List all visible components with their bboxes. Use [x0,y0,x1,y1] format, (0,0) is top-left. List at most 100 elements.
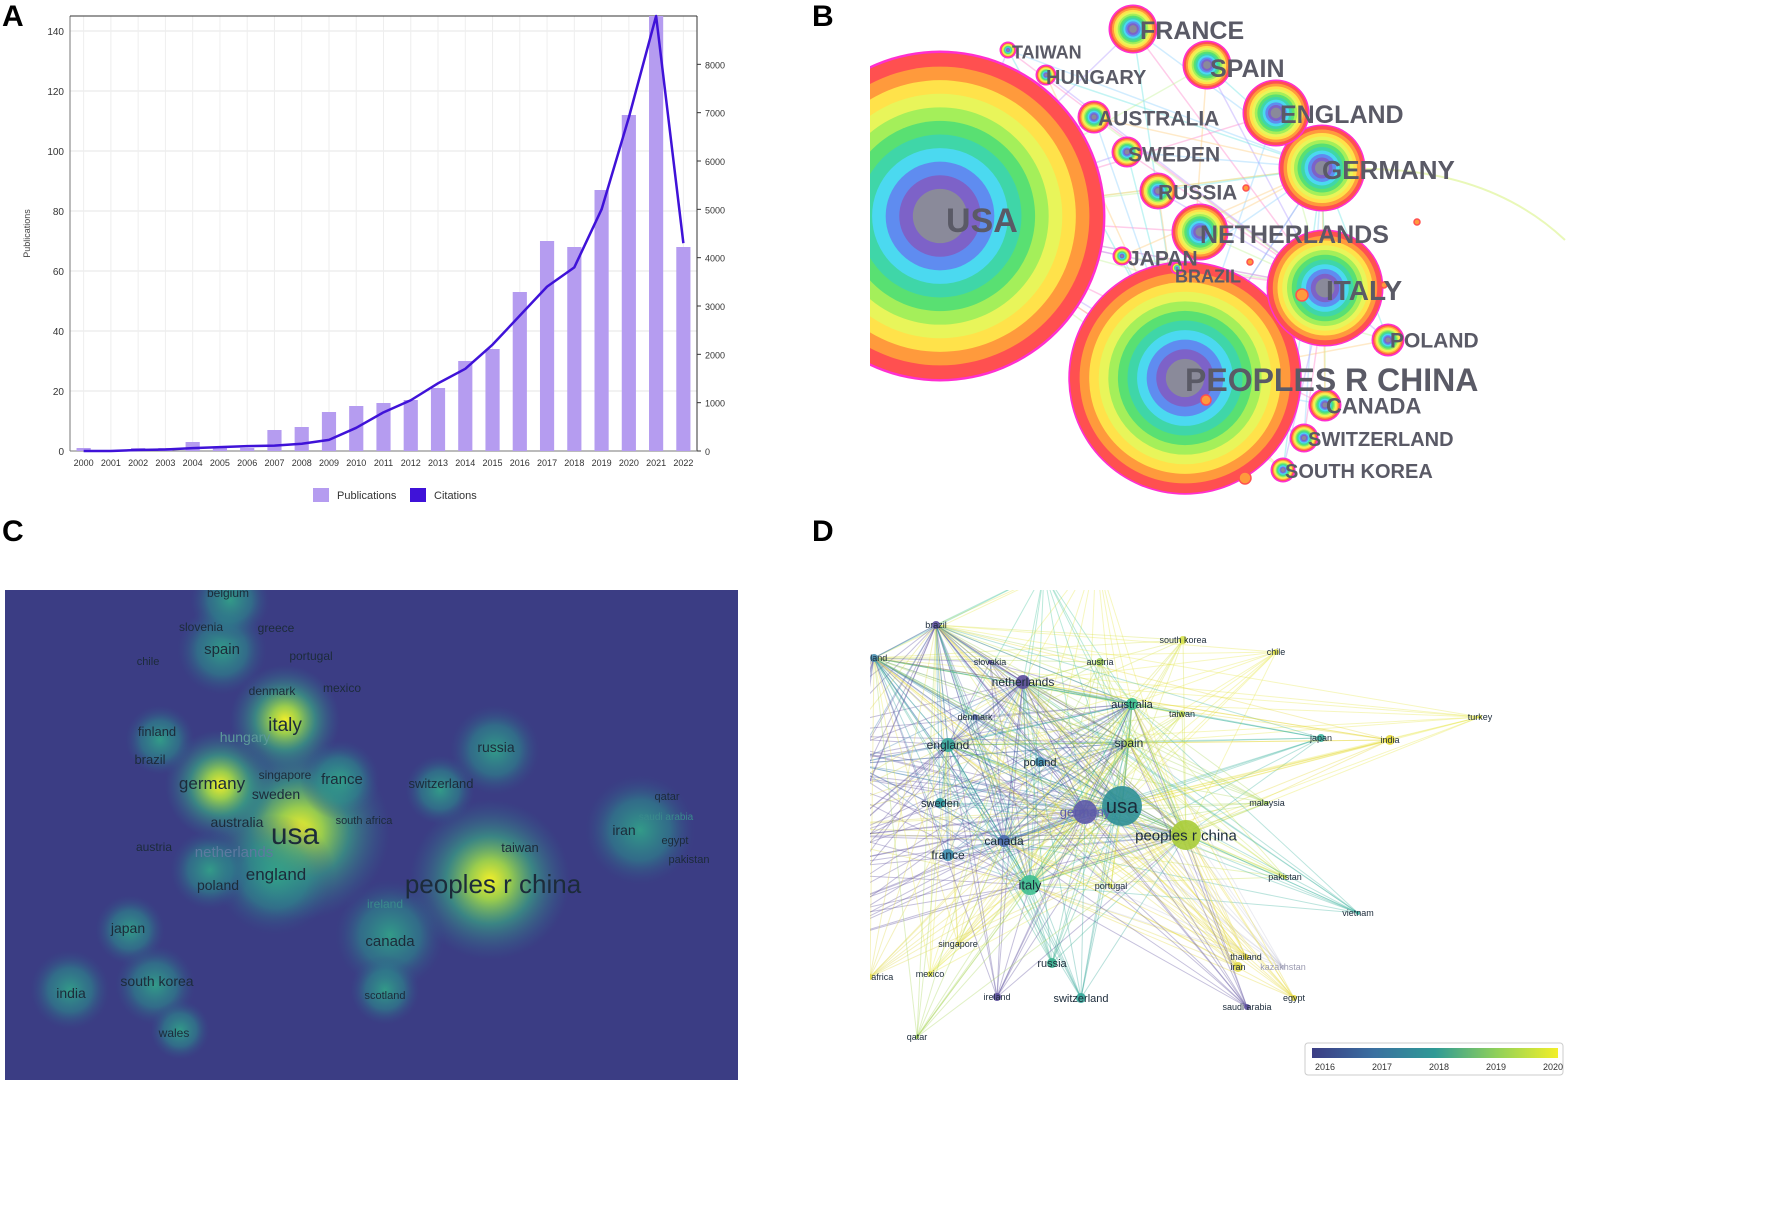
network-node-label: poland [1023,757,1056,769]
network-node-label: chile [1267,647,1286,657]
network-link [935,624,1133,705]
network-link [989,661,1005,842]
node-italy [1266,229,1384,347]
density-blob [585,775,695,885]
network-link [1080,834,1187,999]
network-link [1131,639,1184,705]
network-node [1283,875,1287,879]
network-link [870,744,949,762]
network-link [1128,639,1184,744]
network-link [1131,703,1295,999]
network-link [1029,802,1268,886]
network-link [947,661,1101,746]
network-link [1084,811,1239,968]
network-link [1003,590,1042,842]
network-link [873,657,1295,999]
network-link [873,657,991,663]
network-link [935,624,949,746]
publication-bar [403,400,418,451]
network-node [1171,820,1201,850]
network-link [870,744,949,810]
network-node-label: singapore [938,939,978,949]
publication-bar [76,448,91,451]
network-link [870,744,949,836]
density-blob [405,755,475,825]
node-label: SWITZERLAND [1308,429,1454,451]
network-link [957,742,1130,945]
network-link [1029,884,1112,887]
density-blob [150,1000,210,1060]
network-link [1029,739,1391,886]
x-tick-label: 2016 [510,458,530,468]
country-label: slovenia [179,620,223,634]
country-label: germany [179,774,246,793]
network-link [1110,834,1187,887]
x-tick-label: 2005 [210,458,230,468]
y2-tick-label: 3000 [705,302,725,312]
network-link [1003,840,1053,964]
network-link [1128,651,1277,744]
network-link [947,744,1284,968]
node-japan [1112,246,1132,266]
network-link [1128,742,1359,914]
publication-bar [430,388,446,451]
network-link [1185,834,1359,914]
network-link [870,703,1133,898]
network-link [1022,681,1082,999]
network-link [947,716,1481,746]
network-link [1003,811,1086,842]
y-tick-label: 120 [47,87,64,98]
x-tick-label: 2018 [564,458,584,468]
publication-bar [321,412,337,451]
network-link [1128,742,1239,968]
network-link [1029,884,1284,968]
network-link [1121,805,1247,958]
network-link [873,657,931,975]
network-link [1121,805,1359,914]
network-link [929,624,937,975]
network-link [996,681,1024,998]
network-link [1022,681,1112,887]
network-link [957,834,1187,945]
network-link [989,661,1133,705]
network-link [1084,811,1248,1008]
network-link [1131,703,1284,968]
network-link [1128,742,1284,968]
node-ring [1165,358,1205,398]
network-link [870,703,1133,835]
network-link [873,657,1239,968]
network-link [947,681,1024,856]
network-link [1003,805,1123,842]
network-link [947,811,1086,856]
network-link [1039,703,1133,763]
country-label: ireland [367,897,403,911]
network-link [1131,651,1277,705]
node-netherlands [1171,203,1229,261]
publication-bar [621,115,636,451]
network-link [870,836,1005,842]
network-link [1128,742,1286,878]
x-tick-label: 2010 [346,458,366,468]
network-link [1181,713,1187,836]
y2-tick-label: 8000 [705,60,725,70]
node-france [1108,4,1158,54]
x-tick-label: 2003 [155,458,175,468]
network-link [1131,703,1391,741]
network-link [1121,805,1295,999]
node-label: SPAIN [1210,55,1285,83]
publication-bar [567,247,582,451]
network-link [1022,681,1031,886]
network-link [1003,713,1183,842]
network-link [1128,742,1187,836]
network-link [1084,742,1130,813]
network-link [947,744,1041,763]
network-link [870,681,1024,978]
network-node-label: italy [1018,878,1042,893]
network-node [1281,965,1285,969]
network-link [935,624,1086,813]
network-link [1128,742,1247,958]
publication-bar [676,247,691,451]
network-link [1084,811,1112,887]
network-node [1016,675,1030,689]
node-ring [1301,435,1307,441]
